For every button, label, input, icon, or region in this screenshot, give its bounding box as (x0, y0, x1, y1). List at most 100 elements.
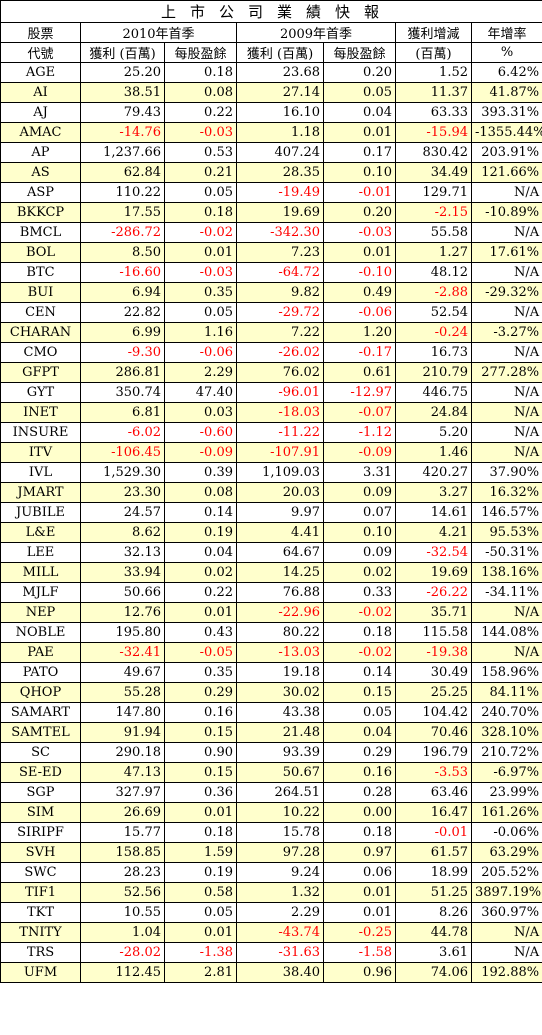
profit-2010-cell: 24.57 (80, 502, 165, 523)
profit-2009-cell: 20.03 (236, 482, 324, 503)
eps-2009-cell: 0.00 (323, 802, 396, 823)
stock-code-cell: LEE (0, 542, 81, 563)
table-row: INET 6.81 0.03 -18.03 -0.07 24.84 N/A (0, 402, 542, 423)
stock-code-cell: NOBLE (0, 622, 81, 643)
stock-code-cell: BUI (0, 282, 81, 303)
stock-code-cell: SC (0, 742, 81, 763)
growth-rate-cell: N/A (470, 442, 542, 463)
profit-2010-cell: 15.77 (80, 822, 165, 843)
growth-rate-cell: 41.87% (470, 82, 542, 103)
profit-2010-cell: 32.13 (80, 542, 165, 563)
header-growth-rate: 年增率 (470, 22, 542, 43)
profit-2009-cell: 19.18 (236, 662, 324, 683)
growth-rate-cell: 158.96% (470, 662, 542, 683)
table-row: SWC 28.23 0.19 9.24 0.06 18.99 205.52% (0, 862, 542, 883)
eps-2010-cell: 0.16 (164, 702, 237, 723)
table-row: SAMTEL 91.94 0.15 21.48 0.04 70.46 328.10% (0, 722, 542, 743)
eps-2010-cell: -0.09 (164, 442, 237, 463)
stock-code-cell: CEN (0, 302, 81, 323)
eps-2010-cell: 0.18 (164, 202, 237, 223)
profit-2009-cell: 9.24 (236, 862, 324, 883)
eps-2010-cell: 0.05 (164, 302, 237, 323)
earnings-table: 上市公司業績快報 股票 2010年首季 2009年首季 獲利增減 年增率 代號 … (0, 0, 542, 983)
table-row: JUBILE 24.57 0.14 9.97 0.07 14.61 146.57% (0, 502, 542, 523)
profit-2010-cell: 17.55 (80, 202, 165, 223)
stock-code-cell: SAMART (0, 702, 81, 723)
eps-2009-cell: 0.07 (323, 502, 396, 523)
profit-2009-cell: 28.35 (236, 162, 324, 183)
eps-2009-cell: -0.01 (323, 182, 396, 203)
profit-2010-cell: 195.80 (80, 622, 165, 643)
growth-rate-cell: N/A (470, 602, 542, 623)
eps-2009-cell: 0.16 (323, 762, 396, 783)
eps-2009-cell: 0.02 (323, 562, 396, 583)
stock-code-cell: SWC (0, 862, 81, 883)
profit-2009-cell: 76.02 (236, 362, 324, 383)
growth-rate-cell: -50.31% (470, 542, 542, 563)
eps-2009-cell: 0.97 (323, 842, 396, 863)
growth-rate-cell: 393.31% (470, 102, 542, 123)
stock-code-cell: CMO (0, 342, 81, 363)
stock-code-cell: JUBILE (0, 502, 81, 523)
profit-2010-cell: 327.97 (80, 782, 165, 803)
table-row: BTC -16.60 -0.03 -64.72 -0.10 48.12 N/A (0, 262, 542, 283)
growth-rate-cell: N/A (470, 642, 542, 663)
profit-2009-cell: -18.03 (236, 402, 324, 423)
eps-2010-cell: 0.35 (164, 282, 237, 303)
profit-change-cell: -15.94 (395, 122, 472, 143)
table-body: AGE 25.20 0.18 23.68 0.20 1.52 6.42% AI 38.51 0.0… (0, 62, 542, 983)
profit-2009-cell: 80.22 (236, 622, 324, 643)
growth-rate-cell: N/A (470, 262, 542, 283)
profit-2009-cell: 38.40 (236, 962, 324, 983)
profit-2010-cell: -14.76 (80, 122, 165, 143)
eps-2010-cell: 0.01 (164, 242, 237, 263)
eps-2010-cell: 0.43 (164, 622, 237, 643)
header-eps-2009: 每股盈餘 (323, 42, 396, 63)
profit-change-cell: 129.71 (395, 182, 472, 203)
table-row: BMCL -286.72 -0.02 -342.30 -0.03 55.58 N/A (0, 222, 542, 243)
profit-2009-cell: -13.03 (236, 642, 324, 663)
eps-2010-cell: 0.19 (164, 862, 237, 883)
profit-change-cell: 8.26 (395, 902, 472, 923)
profit-change-cell: 25.25 (395, 682, 472, 703)
profit-2010-cell: -32.41 (80, 642, 165, 663)
profit-change-cell: 63.33 (395, 102, 472, 123)
profit-2009-cell: 15.78 (236, 822, 324, 843)
eps-2009-cell: -0.09 (323, 442, 396, 463)
profit-2010-cell: 50.66 (80, 582, 165, 603)
eps-2010-cell: 0.05 (164, 902, 237, 923)
profit-2010-cell: -106.45 (80, 442, 165, 463)
eps-2009-cell: 0.33 (323, 582, 396, 603)
profit-change-cell: 4.21 (395, 522, 472, 543)
profit-2009-cell: -29.72 (236, 302, 324, 323)
growth-rate-cell: 210.72% (470, 742, 542, 763)
eps-2010-cell: 2.29 (164, 362, 237, 383)
profit-2009-cell: 30.02 (236, 682, 324, 703)
table-row: SIRIPF 15.77 0.18 15.78 0.18 -0.01 -0.06% (0, 822, 542, 843)
table-row: PAE -32.41 -0.05 -13.03 -0.02 -19.38 N/A (0, 642, 542, 663)
header-profit-2009: 獲利 (百萬) (236, 42, 324, 63)
eps-2009-cell: 0.01 (323, 122, 396, 143)
header-profit-change: 獲利增減 (395, 22, 472, 43)
profit-change-cell: 70.46 (395, 722, 472, 743)
table-row: MILL 33.94 0.02 14.25 0.02 19.69 138.16% (0, 562, 542, 583)
table-row: BOL 8.50 0.01 7.23 0.01 1.27 17.61% (0, 242, 542, 263)
profit-change-cell: 48.12 (395, 262, 472, 283)
table-row: PATO 49.67 0.35 19.18 0.14 30.49 158.96% (0, 662, 542, 683)
profit-change-cell: 61.57 (395, 842, 472, 863)
eps-2009-cell: -1.58 (323, 942, 396, 963)
table-row: SGP 327.97 0.36 264.51 0.28 63.46 23.99% (0, 782, 542, 803)
table-row: BKKCP 17.55 0.18 19.69 0.20 -2.15 -10.89% (0, 202, 542, 223)
profit-2009-cell: -43.74 (236, 922, 324, 943)
header-2009-q1: 2009年首季 (236, 22, 396, 43)
eps-2009-cell: 0.20 (323, 202, 396, 223)
profit-2010-cell: 1.04 (80, 922, 165, 943)
profit-2009-cell: 14.25 (236, 562, 324, 583)
profit-change-cell: -3.53 (395, 762, 472, 783)
eps-2009-cell: 1.20 (323, 322, 396, 343)
profit-2009-cell: 76.88 (236, 582, 324, 603)
profit-change-cell: -0.01 (395, 822, 472, 843)
profit-2010-cell: 147.80 (80, 702, 165, 723)
table-row: SC 290.18 0.90 93.39 0.29 196.79 210.72% (0, 742, 542, 763)
header-2010-q1: 2010年首季 (80, 22, 237, 43)
